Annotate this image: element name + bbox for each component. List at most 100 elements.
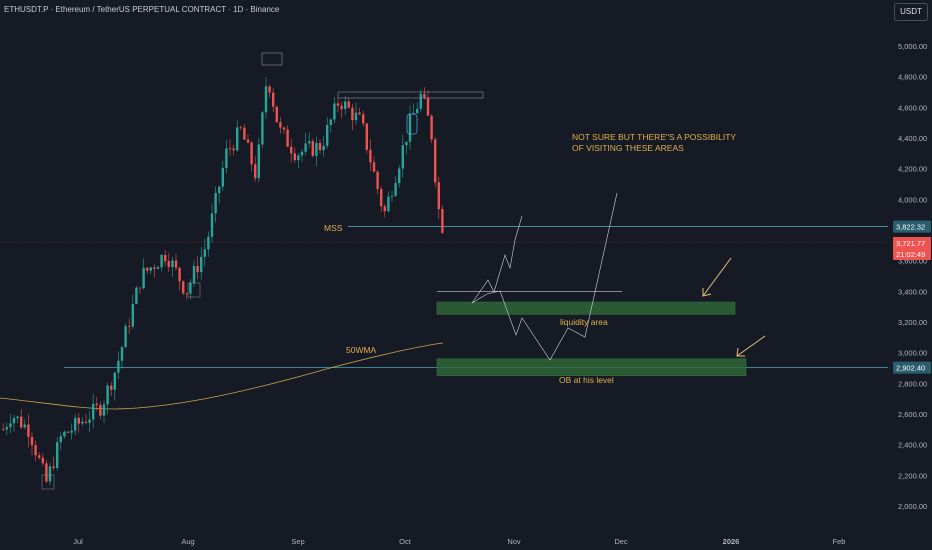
candle-body	[171, 260, 174, 268]
last-price-tag-bg	[893, 236, 931, 249]
candle-body	[124, 326, 127, 348]
candle-body	[120, 347, 124, 361]
possibility-note-line2: OF VISITING THESE AREAS	[572, 143, 684, 153]
candle-body	[192, 265, 196, 283]
candle-body	[329, 119, 332, 125]
candle-body	[232, 148, 235, 151]
wma-line	[0, 342, 444, 410]
candle-body	[45, 463, 48, 482]
candle-body	[203, 249, 206, 257]
candle-body	[264, 86, 268, 113]
candle-body	[95, 403, 98, 406]
y-tick-label: 3,000.00	[898, 349, 927, 358]
candle-body	[300, 151, 304, 156]
candle-body	[182, 281, 185, 294]
range-box	[337, 91, 484, 99]
candle-body	[354, 112, 358, 121]
candle-body	[358, 112, 361, 115]
candle-body	[56, 442, 59, 469]
x-tick-label: Nov	[507, 537, 521, 546]
candle-body	[333, 103, 336, 120]
candle-body	[228, 148, 232, 150]
candle-body	[408, 114, 412, 142]
y-tick-label: 2,000.00	[898, 502, 927, 511]
candle-body	[372, 162, 376, 172]
candle-body	[30, 436, 34, 446]
candle-body	[394, 183, 397, 196]
candle-body	[113, 372, 116, 390]
candle-body	[106, 385, 109, 405]
y-tick-label: 2,600.00	[898, 410, 927, 419]
candle-body	[41, 457, 44, 464]
x-tick-label: Feb	[833, 537, 846, 546]
candle-body	[286, 129, 289, 147]
candle-body	[34, 445, 37, 456]
countdown-tag-bg	[893, 247, 931, 260]
candle-body	[344, 101, 347, 110]
mss-price-tag-bg	[893, 220, 931, 233]
candle-body	[102, 404, 106, 416]
ob-price-tag: 2,902.40	[896, 364, 925, 373]
candle-body	[282, 127, 286, 130]
last-price-tag: 3,721.77	[896, 239, 925, 248]
candle-body	[81, 421, 84, 424]
candle-body	[441, 209, 444, 233]
candle-body	[63, 431, 66, 437]
currency-button[interactable]: USDT	[894, 3, 928, 21]
candle-body	[16, 416, 19, 419]
candle-body	[326, 124, 329, 146]
candle-body	[135, 287, 138, 304]
candle-body	[92, 403, 95, 420]
candle-body	[27, 424, 30, 437]
candle-body	[268, 86, 271, 93]
candle-body	[110, 385, 113, 390]
y-tick-label: 4,400.00	[898, 134, 927, 143]
candle-body	[221, 167, 224, 187]
candle-body	[99, 405, 102, 416]
candle-body	[401, 145, 404, 169]
liquidity-zone	[436, 301, 736, 315]
candle-body	[250, 142, 253, 165]
candle-body	[254, 164, 257, 179]
arrow-lower	[736, 335, 766, 357]
candle-body	[272, 92, 275, 107]
candle-body	[156, 267, 160, 269]
ob-label: OB at his level	[559, 375, 614, 385]
candle-body	[369, 149, 372, 163]
y-tick-label: 2,400.00	[898, 441, 927, 450]
x-tick-label: 2026	[723, 537, 740, 546]
y-tick-label: 3,400.00	[898, 287, 927, 296]
projection-lower	[471, 192, 618, 361]
candle-body	[275, 106, 278, 123]
candle-body	[322, 145, 325, 151]
y-tick-label: 4,600.00	[898, 103, 927, 112]
candle-body	[138, 287, 142, 289]
y-tick-label: 4,200.00	[898, 165, 927, 174]
candle-body	[189, 282, 192, 294]
candle-body	[196, 265, 199, 273]
highlight-box	[406, 113, 418, 135]
projection-upper	[471, 215, 523, 304]
ob-zone	[436, 358, 747, 376]
candle-body	[207, 236, 210, 250]
candle-body	[117, 360, 120, 373]
candle-body	[293, 153, 296, 161]
candle-body	[160, 254, 163, 268]
candle-body	[218, 186, 221, 194]
countdown-tag: 21:02:49	[896, 250, 925, 259]
candle-body	[376, 171, 379, 189]
wma-label: 50WMA	[346, 345, 377, 355]
candle-body	[437, 182, 440, 210]
low-box	[41, 474, 55, 490]
y-tick-label: 4,800.00	[898, 73, 927, 82]
candle-body	[347, 101, 350, 108]
candle-body	[311, 141, 314, 156]
candle-body	[257, 144, 260, 179]
candle-body	[88, 419, 91, 423]
candle-body	[178, 267, 181, 282]
candle-body	[74, 417, 77, 431]
candle-body	[2, 429, 5, 431]
candle-body	[362, 114, 365, 124]
candle-body	[225, 148, 228, 168]
